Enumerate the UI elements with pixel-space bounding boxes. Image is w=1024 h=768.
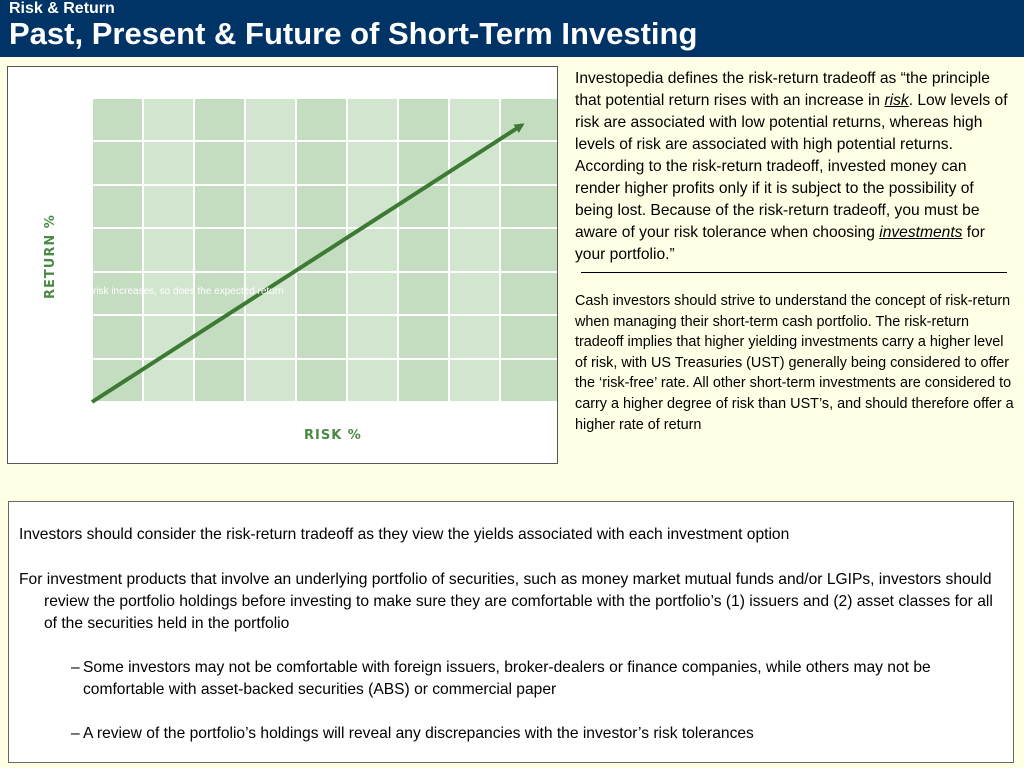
sub-bullet-text: A review of the portfolio’s holdings wil… — [83, 725, 754, 742]
risk-link[interactable]: risk — [884, 92, 909, 109]
quote-text: for your portfolio.” — [575, 224, 985, 263]
sub-bullet-issuer-comfort: – Some investors may not be comfortable … — [71, 657, 1001, 701]
figure-caption: risk increases, so does the expected ret… — [93, 286, 284, 297]
section-kicker: Risk & Return — [9, 0, 115, 17]
quote-text: . Low levels of risk are associated with… — [575, 92, 1008, 241]
x-axis-label: RISK % — [304, 428, 362, 443]
slide-title: Past, Present & Future of Short-Term Inv… — [9, 16, 698, 51]
title-bar: Risk & Return Past, Present & Future of … — [0, 0, 1024, 57]
plot-grid — [91, 97, 557, 403]
risk-return-diagram: risk increases, so does the expected ret… — [43, 97, 557, 443]
plot-grid-shading — [143, 98, 500, 402]
sub-bullet-text: Some investors may not be comfortable wi… — [83, 659, 931, 698]
cash-investors-note: Cash investors should strive to understa… — [575, 293, 1014, 433]
dash-marker: – — [71, 659, 80, 676]
risk-return-trend-arrow — [90, 123, 525, 404]
investments-link[interactable]: investments — [879, 224, 963, 241]
bullet-consider-tradeoff: Investors should consider the risk-retur… — [19, 526, 790, 543]
investopedia-quote: Investopedia defines the risk-return tra… — [575, 68, 1015, 266]
sub-bullet-discrepancies: – A review of the portfolio’s holdings w… — [71, 723, 1001, 745]
quote-text: Investopedia defines the risk-return tra… — [575, 70, 990, 109]
definition-column: Investopedia defines the risk-return tra… — [575, 68, 1015, 435]
risk-return-figure: risk increases, so does the expected ret… — [7, 66, 558, 464]
bullet-review-holdings: For investment products that involve an … — [19, 571, 993, 632]
divider-rule — [581, 272, 1007, 273]
y-axis-label: RETURN % — [43, 214, 58, 299]
investor-guidance-box: Investors should consider the risk-retur… — [8, 501, 1014, 763]
dash-marker: – — [71, 725, 80, 742]
